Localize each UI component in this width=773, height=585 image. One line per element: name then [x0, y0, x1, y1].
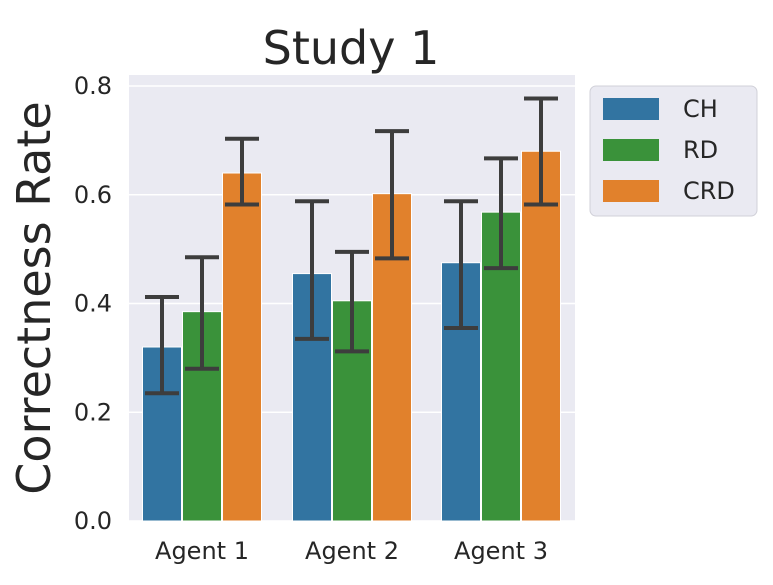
bar-crd-1	[222, 172, 262, 522]
legend: CH RD CRD	[589, 85, 758, 217]
chart-title: Study 1	[263, 21, 440, 75]
legend-label-rd: RD	[683, 136, 718, 164]
x-axis-ticks: Agent 1 Agent 2 Agent 3	[155, 537, 548, 565]
y-tick-label: 0.8	[74, 72, 112, 100]
y-axis-ticks: 0.0 0.2 0.4 0.6 0.8	[74, 72, 112, 535]
y-tick-label: 0.6	[74, 181, 112, 209]
legend-swatch-rd	[603, 139, 659, 161]
y-axis-label: Correctness Rate	[7, 101, 61, 494]
y-tick-label: 0.0	[74, 507, 112, 535]
x-tick-label: Agent 1	[155, 537, 249, 565]
legend-swatch-crd	[603, 180, 659, 202]
y-tick-label: 0.2	[74, 398, 112, 426]
y-tick-label: 0.4	[74, 290, 112, 318]
error-bars	[145, 96, 558, 396]
x-tick-label: Agent 2	[305, 537, 399, 565]
legend-swatch-ch	[603, 98, 659, 120]
legend-label-ch: CH	[683, 95, 718, 123]
bar-rd-1	[182, 311, 222, 522]
legend-label-crd: CRD	[683, 177, 735, 205]
bar-crd-3	[521, 150, 561, 522]
x-tick-label: Agent 3	[454, 537, 548, 565]
